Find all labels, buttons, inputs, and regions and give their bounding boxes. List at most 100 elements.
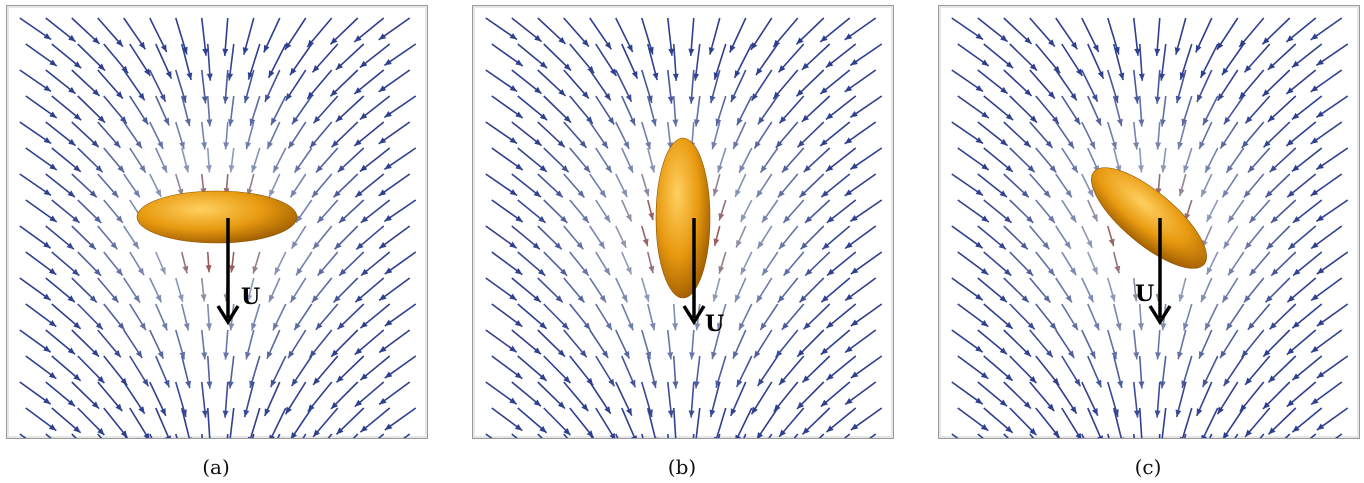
flow-arrow <box>755 277 773 303</box>
flow-arrow <box>1241 121 1265 149</box>
flow-arrow <box>251 147 261 173</box>
flow-arrow <box>821 225 851 250</box>
flow-arrow <box>1009 303 1036 330</box>
flow-arrow <box>149 433 153 438</box>
flow-arrow <box>1009 355 1037 384</box>
flow-arrow <box>563 225 584 250</box>
flow-arrow <box>274 251 287 276</box>
flow-arrow <box>71 381 100 410</box>
flow-arrow <box>773 381 799 413</box>
flow-arrow <box>264 69 281 103</box>
flow-arrow <box>1081 69 1099 103</box>
flow-arrow <box>589 173 607 198</box>
flow-arrow <box>563 17 590 48</box>
flow-arrow <box>1219 121 1239 149</box>
flow-arrow <box>175 17 188 55</box>
panel-b: U <box>472 5 894 439</box>
flow-arrow <box>309 121 333 149</box>
flow-arrow <box>589 381 612 415</box>
flow-arrow <box>378 381 411 406</box>
flow-arrow <box>641 277 650 302</box>
flow-arrow <box>537 69 567 97</box>
flow-arrow <box>229 407 235 438</box>
flow-arrow <box>543 147 570 173</box>
flow-arrow <box>595 147 613 174</box>
flow-arrow <box>175 121 185 150</box>
flow-arrow <box>818 433 825 438</box>
flow-arrow <box>543 199 568 224</box>
flow-arrow <box>1262 121 1291 148</box>
flow-arrow <box>155 95 170 126</box>
flow-arrow <box>19 381 52 405</box>
flow-arrow <box>1247 303 1271 331</box>
flow-arrow <box>543 43 572 72</box>
panel-c: U <box>938 5 1360 439</box>
flow-arrow <box>97 381 123 412</box>
flow-arrow <box>1107 225 1115 247</box>
flow-arrow <box>1198 121 1213 150</box>
flow-arrow <box>249 355 261 389</box>
flow-arrow <box>71 433 78 438</box>
flow-arrow <box>180 355 192 389</box>
flow-arrow <box>1267 355 1297 383</box>
flow-arrow <box>695 407 701 438</box>
flow-arrow <box>844 173 877 197</box>
flow-arrow <box>1029 225 1050 250</box>
flow-arrow <box>1287 225 1317 250</box>
flow-arrow <box>266 329 281 360</box>
flow-arrow <box>957 43 990 67</box>
flow-arrow <box>1199 43 1219 79</box>
flow-arrow <box>1285 17 1317 43</box>
flow-arrow <box>641 69 653 104</box>
flow-arrow <box>688 17 695 56</box>
flow-arrow <box>1155 121 1162 150</box>
flow-arrow <box>868 433 877 438</box>
flow-arrow <box>290 407 313 438</box>
flow-arrow <box>1204 303 1219 331</box>
flow-arrow <box>819 17 851 43</box>
flow-arrow <box>615 225 627 249</box>
flow-arrow <box>977 173 1008 198</box>
flow-arrow <box>755 43 779 76</box>
flow-arrow <box>1055 121 1075 149</box>
flow-arrow <box>977 225 1007 250</box>
flow-arrow <box>307 381 333 413</box>
flow-arrow <box>97 17 124 48</box>
flow-arrow <box>595 95 615 126</box>
flow-arrow <box>180 95 191 127</box>
flow-arrow <box>354 173 385 198</box>
flow-arrow <box>1029 17 1056 48</box>
flow-arrow <box>71 121 100 148</box>
flow-arrow <box>378 69 411 93</box>
flow-arrow <box>25 147 58 171</box>
flow-arrow <box>537 225 563 250</box>
flow-arrow <box>295 251 313 276</box>
flow-arrow <box>1248 199 1271 224</box>
flow-arrow <box>1035 355 1060 386</box>
flow-arrow <box>796 381 825 410</box>
flow-arrow <box>1310 329 1343 354</box>
flow-arrow <box>957 303 989 328</box>
flow-arrow <box>336 303 365 330</box>
flow-arrow <box>716 303 727 331</box>
flow-arrow <box>1112 95 1123 127</box>
velocity-label: U <box>1135 281 1154 307</box>
flow-arrow <box>595 251 611 276</box>
flow-arrow <box>1222 407 1245 438</box>
flow-arrow <box>359 43 391 69</box>
flow-arrow <box>951 329 984 353</box>
flow-arrow <box>666 69 674 104</box>
flow-arrow <box>1029 121 1054 149</box>
flow-arrow <box>223 121 230 150</box>
flow-arrow <box>537 329 566 358</box>
flow-arrow <box>1316 355 1349 379</box>
flow-arrow <box>983 199 1013 224</box>
flow-arrow <box>1240 329 1265 358</box>
flow-arrow <box>1264 277 1291 303</box>
flow-arrow <box>569 251 590 277</box>
flow-arrow <box>1035 251 1056 277</box>
flow-arrow <box>1264 173 1291 198</box>
flow-arrow <box>615 69 633 103</box>
flow-arrow <box>543 355 571 384</box>
flow-arrow <box>19 225 52 249</box>
